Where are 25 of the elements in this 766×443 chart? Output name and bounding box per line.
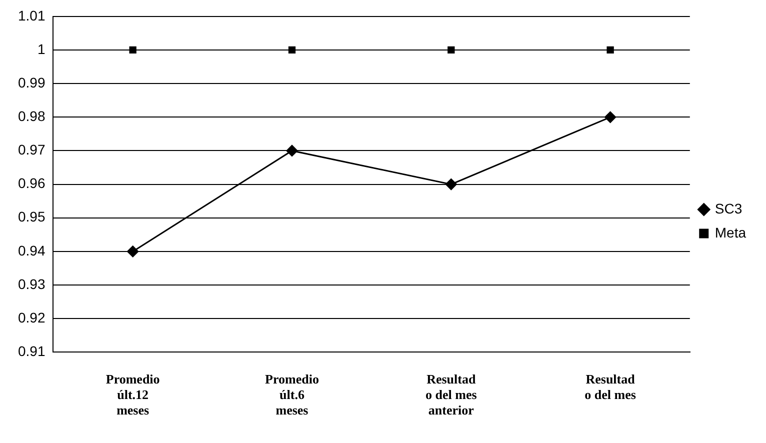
y-tick-label: 0.98 [18, 108, 46, 124]
legend-label: SC3 [714, 200, 742, 216]
legend-label: Meta [714, 224, 746, 240]
x-tick-label: Promedio últ.12 meses [106, 371, 160, 418]
point [288, 46, 296, 54]
y-tick-label: 0.99 [18, 74, 46, 90]
x-tick-label: Resultad o del mes [584, 371, 636, 402]
point [129, 46, 136, 54]
y-tick-label: 0.95 [18, 208, 46, 225]
x-tick-label: Promedio últ.6 meses [265, 371, 319, 418]
y-tick-label: 1 [37, 40, 46, 57]
point [448, 46, 455, 54]
point [127, 246, 139, 258]
y-tick-label: 1.01 [18, 7, 46, 24]
y-tick-label: 0.97 [18, 142, 46, 158]
point [445, 178, 457, 190]
point [606, 46, 614, 54]
y-tick-label: 0.96 [18, 175, 46, 192]
y-tick-label: 0.94 [18, 242, 46, 258]
y-tick-label: 0.91 [18, 343, 46, 360]
point [286, 144, 298, 156]
point [604, 111, 616, 123]
x-tick-label: Resultad o del mes anterior [426, 371, 477, 418]
y-tick-label: 0.92 [18, 309, 46, 326]
y-tick-label: 0.93 [18, 276, 46, 292]
